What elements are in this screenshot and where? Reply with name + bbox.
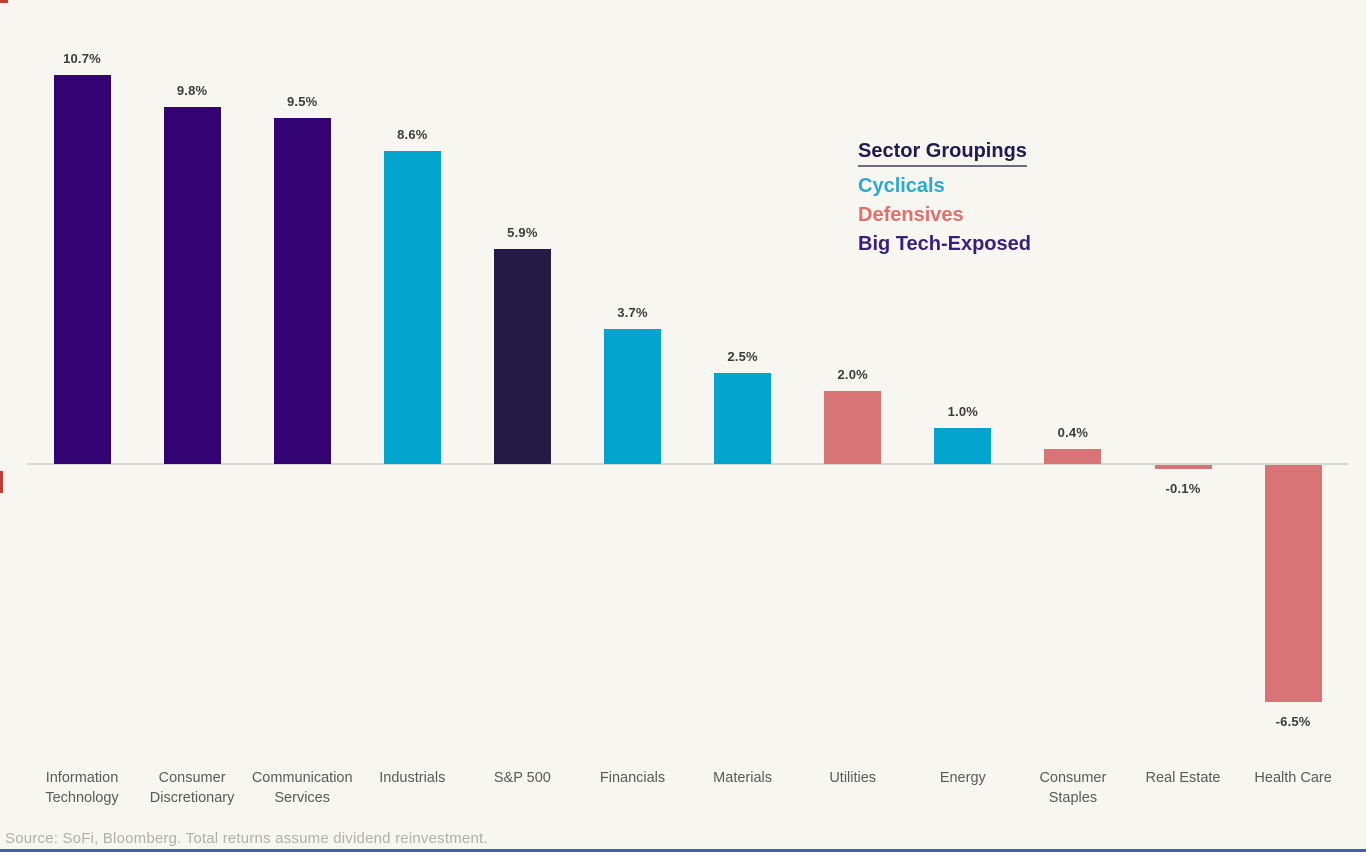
bar-utilities <box>824 391 882 464</box>
value-label-real-estate: -0.1% <box>1165 481 1201 496</box>
value-label-communication-services: 9.5% <box>286 94 318 109</box>
legend-title: Sector Groupings <box>858 140 1027 167</box>
bar-real-estate <box>1154 465 1212 469</box>
value-label-information-technology: 10.7% <box>63 51 101 66</box>
value-label-energy: 1.0% <box>947 404 979 419</box>
value-label-s-p-500: 5.9% <box>507 225 538 240</box>
red-corner-artifact <box>0 0 8 3</box>
category-label-consumer-staples: Consumer Staples <box>1039 770 1107 806</box>
category-label-utilities: Utilities <box>829 770 877 786</box>
value-label-materials: 2.5% <box>727 349 758 364</box>
legend-item-defensives: Defensives <box>858 204 964 226</box>
x-axis-baseline <box>27 463 1348 465</box>
value-label-industrials: 8.6% <box>397 127 428 142</box>
value-label-consumer-discretionary: 9.8% <box>176 83 208 98</box>
bar-information-technology <box>53 75 111 464</box>
bottom-border-line <box>0 849 1366 852</box>
legend-item-big-tech-exposed: Big Tech-Exposed <box>858 233 1031 255</box>
legend-item-cyclicals: Cyclicals <box>858 175 945 197</box>
category-label-s-p-500: S&P 500 <box>493 770 551 786</box>
value-label-utilities: 2.0% <box>837 367 868 382</box>
category-label-consumer-discretionary: Consumer Discretionary <box>149 770 235 806</box>
value-label-health-care: -6.5% <box>1275 714 1311 729</box>
value-label-consumer-staples: 0.4% <box>1057 425 1089 440</box>
category-label-health-care: Health Care <box>1254 770 1332 786</box>
bar-s-p-500 <box>493 249 551 464</box>
category-label-materials: Materials <box>713 770 772 786</box>
bar-energy <box>934 428 992 464</box>
bar-materials <box>714 373 772 464</box>
bar-financials <box>604 329 661 464</box>
legend: Sector Groupings Cyclicals Defensives Bi… <box>858 140 1031 259</box>
category-label-industrials: Industrials <box>379 770 446 786</box>
category-label-energy: Energy <box>939 770 986 786</box>
bar-health-care <box>1264 465 1322 702</box>
bar-consumer-discretionary <box>163 107 221 464</box>
bar-communication-services <box>273 118 331 464</box>
bar-consumer-staples <box>1044 449 1102 464</box>
category-label-real-estate: Real Estate <box>1145 770 1221 786</box>
source-note: Source: SoFi, Bloomberg. Total returns a… <box>5 830 488 847</box>
bar-industrials <box>383 151 441 464</box>
category-label-communication-services: Communication Services <box>251 770 353 806</box>
category-label-information-technology: Information Technology <box>45 770 119 806</box>
red-edge-artifact <box>0 471 3 493</box>
category-label-financials: Financials <box>599 770 666 786</box>
value-label-financials: 3.7% <box>617 305 648 320</box>
